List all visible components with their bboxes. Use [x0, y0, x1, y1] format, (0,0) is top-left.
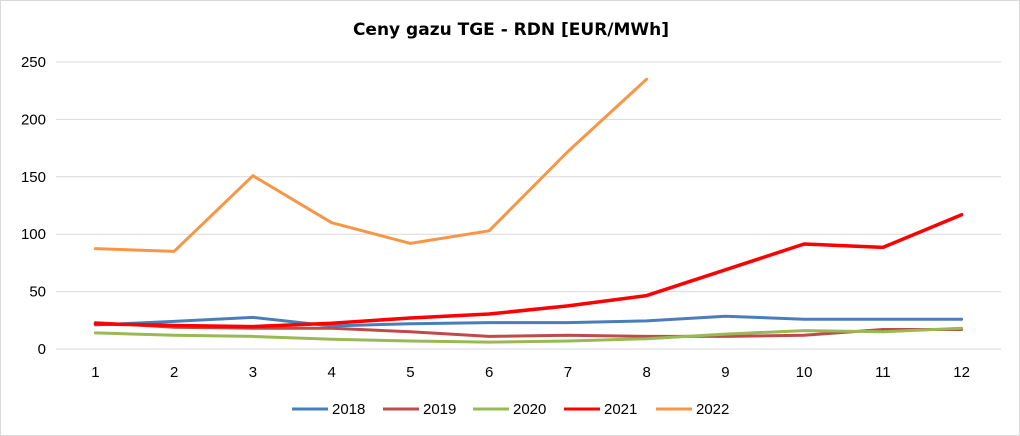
x-tick-label: 4 — [327, 364, 335, 381]
x-tick-label: 6 — [485, 364, 493, 381]
series-line-2022 — [93, 77, 649, 253]
legend-label-2021: 2021 — [604, 401, 637, 418]
x-axis-ticks: 1 2 3 4 5 6 7 8 9 10 11 12 — [91, 364, 970, 381]
x-tick-label: 8 — [642, 364, 650, 381]
chart-title: Ceny gazu TGE - RDN [EUR/MWh] — [353, 20, 669, 40]
series-line-2018 — [93, 314, 964, 328]
y-tick-label: 100 — [21, 226, 46, 243]
legend-label-2020: 2020 — [513, 401, 546, 418]
y-tick-label: 150 — [21, 169, 46, 186]
y-tick-label: 200 — [21, 111, 46, 128]
y-axis-ticks: 0 50 100 150 200 250 — [21, 54, 46, 358]
x-tick-label: 10 — [796, 364, 813, 381]
y-tick-label: 50 — [29, 284, 46, 301]
x-tick-label: 7 — [564, 364, 572, 381]
x-tick-label: 1 — [91, 364, 99, 381]
x-tick-label: 12 — [953, 364, 970, 381]
y-tick-label: 250 — [21, 54, 46, 71]
x-tick-label: 11 — [875, 364, 891, 381]
legend: 2018 2019 2020 2021 2022 — [292, 401, 729, 418]
x-tick-label: 3 — [249, 364, 257, 381]
x-tick-label: 2 — [170, 364, 178, 381]
legend-label-2019: 2019 — [423, 401, 456, 418]
grid-lines — [56, 61, 1001, 350]
series-line-2021 — [93, 212, 964, 329]
series-lines — [93, 77, 964, 344]
legend-label-2022: 2022 — [696, 401, 729, 418]
y-tick-label: 0 — [38, 341, 46, 358]
x-tick-label: 5 — [406, 364, 414, 381]
series-line-2020 — [93, 326, 964, 344]
x-tick-label: 9 — [721, 364, 729, 381]
legend-label-2018: 2018 — [332, 401, 365, 418]
